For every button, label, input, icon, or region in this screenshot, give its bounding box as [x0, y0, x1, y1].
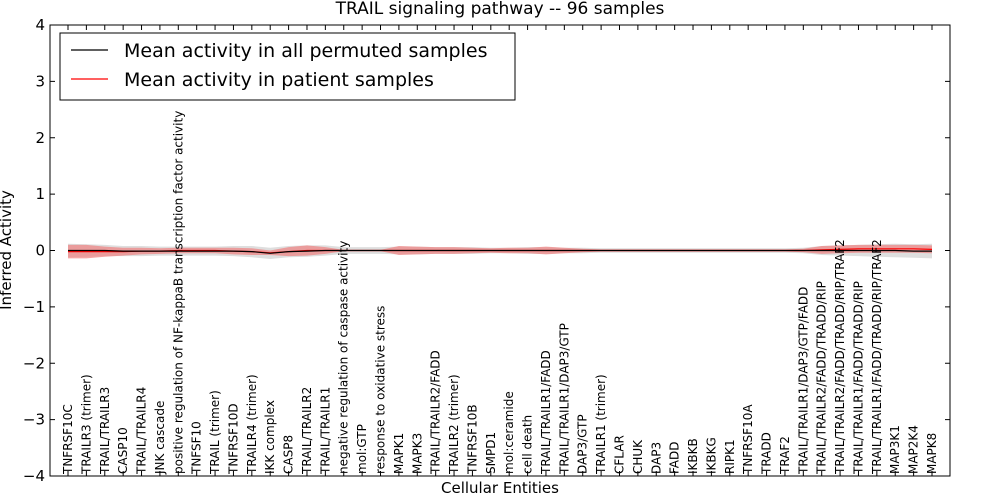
x-category-label: IKK complex [263, 400, 277, 474]
chart-title: TRAIL signaling pathway -- 96 samples [335, 0, 665, 19]
x-category-label: TRAIL/TRAILR1/FADD [539, 350, 553, 475]
x-category-label: MAPK8 [925, 433, 939, 474]
x-category-label: DAP3 [649, 442, 663, 474]
legend: Mean activity in all permuted samples Me… [59, 32, 516, 101]
confidence-bands [68, 243, 932, 259]
x-category-label: TRAIL (trimer) [208, 390, 222, 475]
x-category-label: TRAIL/TRAILR2 [300, 387, 314, 475]
x-category-label: TNFRSF10C [61, 404, 75, 475]
series-lines [68, 248, 933, 254]
x-category-label: TRAILR1 (trimer) [594, 374, 608, 475]
legend-label-permuted: Mean activity in all permuted samples [124, 40, 487, 62]
x-category-label: TNFRSF10B [465, 404, 479, 475]
x-category-label: TRAIL/TRAILR1/DAP3/GTP/FADD [796, 287, 810, 475]
legend-label-patient: Mean activity in patient samples [124, 69, 434, 91]
x-category-label: CHUK [631, 439, 645, 474]
x-category-label: TRAIL/TRAILR1/FADD/TRADD/RIP [852, 281, 866, 475]
x-category-label: IKBKG [704, 437, 718, 474]
y-tick-label: 4 [35, 16, 45, 34]
x-category-label: mol:ceramide [502, 391, 516, 474]
x-category-label: TRAILR4 (trimer) [245, 374, 259, 475]
y-tick-label: 2 [35, 129, 45, 147]
x-category-label: response to oxidative stress [374, 306, 388, 474]
y-tick-label: −2 [23, 354, 45, 372]
x-category-label: TRAF2 [778, 436, 792, 475]
x-category-label: CASP8 [282, 435, 296, 474]
x-category-label: positive regulation of NF-kappaB transcr… [171, 111, 185, 474]
x-category-label: TRAILR3 (trimer) [79, 374, 93, 475]
x-category-label: CFLAR [613, 435, 627, 474]
x-category-label: MAPK3 [410, 433, 424, 474]
x-category-label: MAP3K1 [888, 425, 902, 474]
x-category-label: TNFRSF10A [741, 404, 755, 475]
x-category-label: JNK cascade [153, 401, 167, 475]
x-category-label: SMPD1 [484, 432, 498, 474]
y-tick-label: 0 [35, 242, 45, 260]
x-category-label: cell death [521, 415, 535, 474]
y-tick-label: −4 [23, 467, 45, 485]
x-axis-label: Cellular Entities [441, 479, 559, 497]
legend-box [59, 32, 516, 101]
x-category-label: TRAIL/TRAILR2/FADD [429, 350, 443, 475]
x-category-label: mol:GTP [355, 424, 369, 474]
x-category-label: CASP10 [116, 427, 130, 474]
x-category-label: TNFSF10 [190, 421, 204, 475]
x-category-label: TRAIL/TRAILR1/FADD/TRADD/RIP/TRAF2 [870, 239, 884, 475]
x-category-label: IKBKB [686, 438, 700, 474]
x-category-label: DAP3/GTP [576, 414, 590, 474]
x-category-label: TNFRSF10D [226, 403, 240, 475]
band-patient [68, 244, 932, 259]
x-category-label: TRAIL/TRAILR1/DAP3/GTP [557, 323, 571, 475]
x-category-label: MAPK1 [392, 433, 406, 474]
y-axis-label: Inferred Activity [0, 190, 15, 310]
x-category-label: RIPK1 [723, 439, 737, 474]
x-category-label: TRAIL/TRAILR3 [98, 387, 112, 475]
y-axis: 4 3 2 1 0 −1 −2 −3 −4 [23, 16, 950, 485]
x-axis: TNFRSF10C TRAILR3 (trimer) TRAIL/TRAILR3 CA… [61, 25, 939, 476]
y-tick-label: 1 [35, 185, 45, 203]
y-tick-label: −1 [23, 298, 45, 316]
x-category-label: TRAIL/TRAILR4 [135, 387, 149, 475]
x-category-label: TRAIL/TRAILR2/FADD/TRADD/RIP/TRAF2 [833, 239, 847, 475]
x-category-label: TRAIL/TRAILR1 [318, 387, 332, 475]
x-category-label: TRAIL/TRAILR2/FADD/TRADD/RIP [815, 281, 829, 475]
x-category-label: FADD [668, 442, 682, 475]
x-category-label: negative regulation of caspase activity [337, 241, 351, 474]
y-tick-label: 3 [35, 72, 45, 90]
x-category-label: MAP2K4 [907, 425, 921, 474]
line-permuted [68, 249, 932, 254]
y-tick-label: −3 [23, 411, 45, 429]
x-category-label: TRAILR2 (trimer) [447, 374, 461, 475]
x-category-label: TRADD [760, 432, 774, 475]
